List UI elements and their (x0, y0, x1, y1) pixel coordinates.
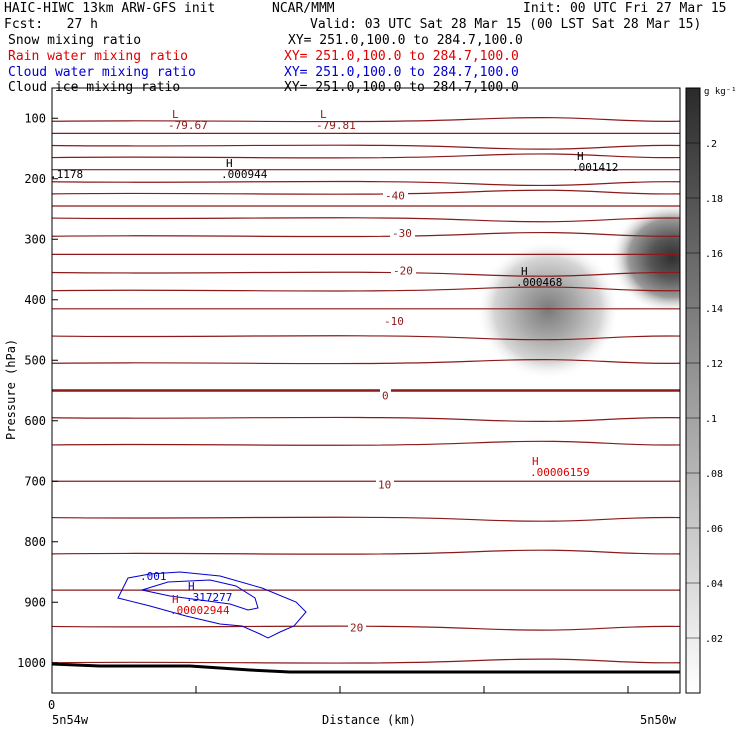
temperature-contour-line (52, 516, 680, 522)
x-axis-title: Distance (km) (322, 713, 416, 727)
colorbar-unit: g kg⁻¹ (704, 87, 737, 97)
colorbar-tick-label: .08 (705, 469, 723, 480)
ground-line (51, 662, 680, 674)
y-tick-label-900: 900 (24, 595, 46, 609)
y-tick-label-1000: 1000 (17, 656, 46, 670)
y-axis-ticks: 100 200 300 400 500 600 700 800 900 1000 (17, 111, 58, 670)
colorbar-tick-label: .18 (705, 194, 723, 205)
temperature-label: -20 (393, 265, 413, 278)
y-tick-label-500: 500 (24, 353, 46, 367)
colorbar-tick-label: .2 (705, 139, 717, 150)
temperature-contour-line (52, 189, 680, 195)
temperature-contour-line (52, 217, 680, 223)
colorbar: g kg⁻¹ .2 .18 .16 .14 .12 .1 .08 .06 .04 .02 (685, 87, 737, 694)
temperature-contour-line (52, 144, 680, 150)
extremum-marker-4: H (577, 150, 584, 163)
temperature-contour-line (52, 117, 680, 123)
plot-frame (51, 87, 681, 694)
extremum-value-9: .00002944 (170, 604, 230, 617)
fcst-label: Fcst: 27 h (4, 17, 98, 32)
field-name-snow: Snow mixing ratio (8, 33, 142, 48)
temperature-contour-line (52, 440, 680, 446)
extremum-value-8: .317277 (186, 591, 232, 604)
temperature-contour-line (52, 286, 680, 292)
y-tick-label-400: 400 (24, 293, 46, 307)
temperature-contour-line (52, 549, 680, 555)
colorbar-tick-label: .04 (705, 579, 723, 590)
y-axis-title: Pressure (hPa) (4, 339, 18, 440)
temperature-label: 10 (378, 478, 391, 491)
y-tick-label-800: 800 (24, 535, 46, 549)
x-axis-ticks (195, 686, 629, 693)
temperature-label: -40 (385, 190, 405, 203)
temperature-label: -10 (384, 315, 404, 328)
field-xy-cloudwater: XY= 251.0,100.0 to 284.7,100.0 (284, 65, 519, 80)
temperature-label: -30 (392, 227, 412, 240)
temperature-contour-line (52, 658, 680, 664)
field-name-cloudwater: Cloud water mixing ratio (8, 65, 196, 80)
y-tick-label-100: 100 (24, 111, 46, 125)
init-label: Init: 00 UTC Fri 27 Mar 15 (523, 1, 727, 16)
extremum-value-5: .1178 (50, 168, 83, 181)
temperature-label-bg (390, 226, 415, 240)
extremum-value-1: -79.67 (168, 119, 208, 132)
temperature-contour-line (52, 625, 680, 631)
extrema-labels: L -79.67 L -79.81 H .000944 H .001412 .1… (50, 108, 618, 617)
extremum-marker-8: H (188, 580, 195, 593)
extremum-marker-9: H (172, 593, 179, 606)
field-xy-snow: XY= 251.0,100.0 to 284.7,100.0 (288, 33, 523, 48)
temperature-contour-line (52, 335, 680, 341)
y-tick-label-200: 200 (24, 172, 46, 186)
x-right-label: 5n50w (640, 713, 677, 727)
temperature-contour-line (52, 359, 680, 365)
colorbar-tick-label: .1 (705, 414, 717, 425)
y-tick-label-700: 700 (24, 474, 46, 488)
x-zero-label: 0 (48, 698, 55, 712)
colorbar-tick-label: .12 (705, 359, 723, 370)
extremum-marker-3: H (226, 157, 233, 170)
y-tick-label-300: 300 (24, 232, 46, 246)
colorbar-tick-label: .02 (705, 634, 723, 645)
cloud-water-contour (117, 571, 307, 639)
field-xy-rain: XY= 251.0,100.0 to 284.7,100.0 (284, 49, 519, 64)
temperature-label-bg (391, 263, 416, 277)
temperature-label-bg (383, 188, 408, 202)
org-label: NCAR/MMM (272, 1, 335, 16)
extremum-marker-7: H (532, 455, 539, 468)
colorbar-gradient (685, 87, 701, 694)
extremum-value-4: .001412 (572, 161, 618, 174)
temperature-label: 0 (382, 389, 389, 402)
valid-label: Valid: 03 UTC Sat 28 Mar 15 (00 LST Sat … (310, 17, 702, 32)
field-name-rain: Rain water mixing ratio (8, 49, 189, 64)
colorbar-tick-label: .16 (705, 249, 723, 260)
title-left: HAIC-HIWC 13km ARW-GFS init (4, 1, 216, 16)
x-left-label: 5n54w (52, 713, 89, 727)
temperature-label-bg (380, 388, 391, 402)
extremum-value-7: .00006159 (530, 466, 590, 479)
colorbar-tick-label: .06 (705, 524, 723, 535)
y-tick-label-600: 600 (24, 414, 46, 428)
extremum-value-10: .001 (140, 570, 167, 583)
temperature-contour-line (52, 231, 680, 238)
ice-mixing-shade-mid (476, 240, 620, 380)
temperature-contour-line (52, 180, 680, 187)
temperature-contour-line (52, 153, 680, 159)
ice-mixing-shade-right (610, 202, 680, 314)
temperature-label-bg (382, 313, 407, 327)
temperature-label-bg (376, 477, 394, 491)
extremum-value-6: .000468 (516, 276, 562, 289)
extremum-marker-6: H (521, 265, 528, 278)
extremum-marker-2: L (320, 108, 327, 121)
colorbar-tick-label: .14 (705, 304, 723, 315)
temperature-label: 20 (350, 622, 363, 635)
temperature-contour-line (52, 271, 680, 277)
temperature-label-bg (348, 620, 366, 634)
extremum-value-2: -79.81 (316, 119, 356, 132)
extremum-value-3: .000944 (221, 168, 268, 181)
temperature-contours (52, 117, 680, 664)
temperature-labels: -40 -30 -20 -10 0 10 20 (348, 188, 416, 635)
temperature-contour-line (52, 416, 680, 422)
extremum-marker-1: L (172, 108, 179, 121)
